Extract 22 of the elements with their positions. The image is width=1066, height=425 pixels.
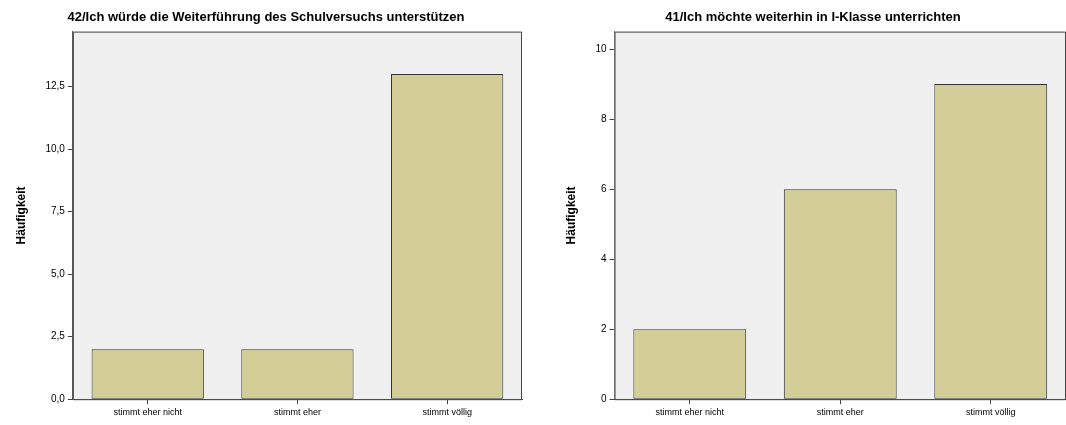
chart-title: 41/Ich möchte weiterhin in I-Klasse unterrichten xyxy=(665,9,961,25)
y-tick-label: 0 xyxy=(600,392,607,404)
x-tick-label: stimmt eher nicht xyxy=(655,407,725,418)
y-tick-label: 10,0 xyxy=(45,142,66,154)
y-tick-label: 6 xyxy=(600,182,607,194)
y-tick-label: 7,5 xyxy=(50,205,66,217)
x-tick-label: stimmt völlig xyxy=(422,407,472,418)
y-tick-label: 0,0 xyxy=(50,392,66,404)
y-tick-label: 12,5 xyxy=(45,80,66,92)
chart-title: 42/Ich würde die Weiterführung des Schulversuchs unterstützen xyxy=(67,9,465,25)
x-tick-label: stimmt eher xyxy=(273,407,321,418)
y-tick-label: 10 xyxy=(595,42,607,54)
x-tick-label: stimmt eher nicht xyxy=(113,407,183,418)
x-tick-label: stimmt eher xyxy=(816,407,864,418)
y-axis-title: Häufigkeit xyxy=(563,186,578,245)
y-tick-label: 8 xyxy=(600,112,607,124)
y-tick-label: 5,0 xyxy=(50,267,66,279)
y-tick-label: 4 xyxy=(600,252,607,264)
x-tick-label: stimmt völlig xyxy=(966,407,1016,418)
y-axis-title: Häufigkeit xyxy=(13,186,28,245)
y-tick-label: 2 xyxy=(600,322,607,334)
y-tick-label: 2,5 xyxy=(50,330,66,342)
